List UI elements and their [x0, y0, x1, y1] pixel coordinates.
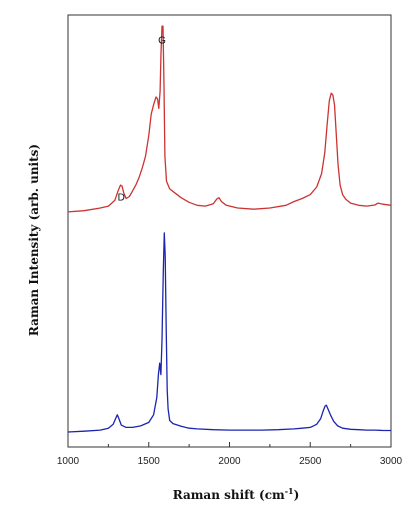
series-layer	[67, 25, 392, 433]
x-axis-title-end: )	[293, 488, 300, 502]
series-line-2	[67, 232, 391, 433]
x-tick-label: 1500	[138, 456, 161, 467]
x-axis-title-main: Raman shift (cm	[172, 488, 285, 502]
x-tick-label: 3000	[380, 456, 403, 467]
x-axis-title: Raman shift (cm-1)	[173, 486, 300, 502]
plot-frame	[67, 14, 392, 448]
peak-label: G	[158, 35, 166, 46]
annotation-layer: DG	[118, 35, 166, 203]
peak-label: D	[118, 192, 125, 203]
x-axis-ticks: 1000 1500 2000 2500 3000	[57, 442, 403, 467]
x-tick-label: 2500	[299, 456, 322, 467]
x-axis-title-superscript: -1	[284, 486, 294, 496]
x-tick-label: 2000	[218, 456, 241, 467]
y-axis-title: Raman Intensity (arb. units)	[27, 143, 41, 337]
series-line-1	[67, 25, 392, 213]
x-tick-label: 1000	[57, 456, 80, 467]
